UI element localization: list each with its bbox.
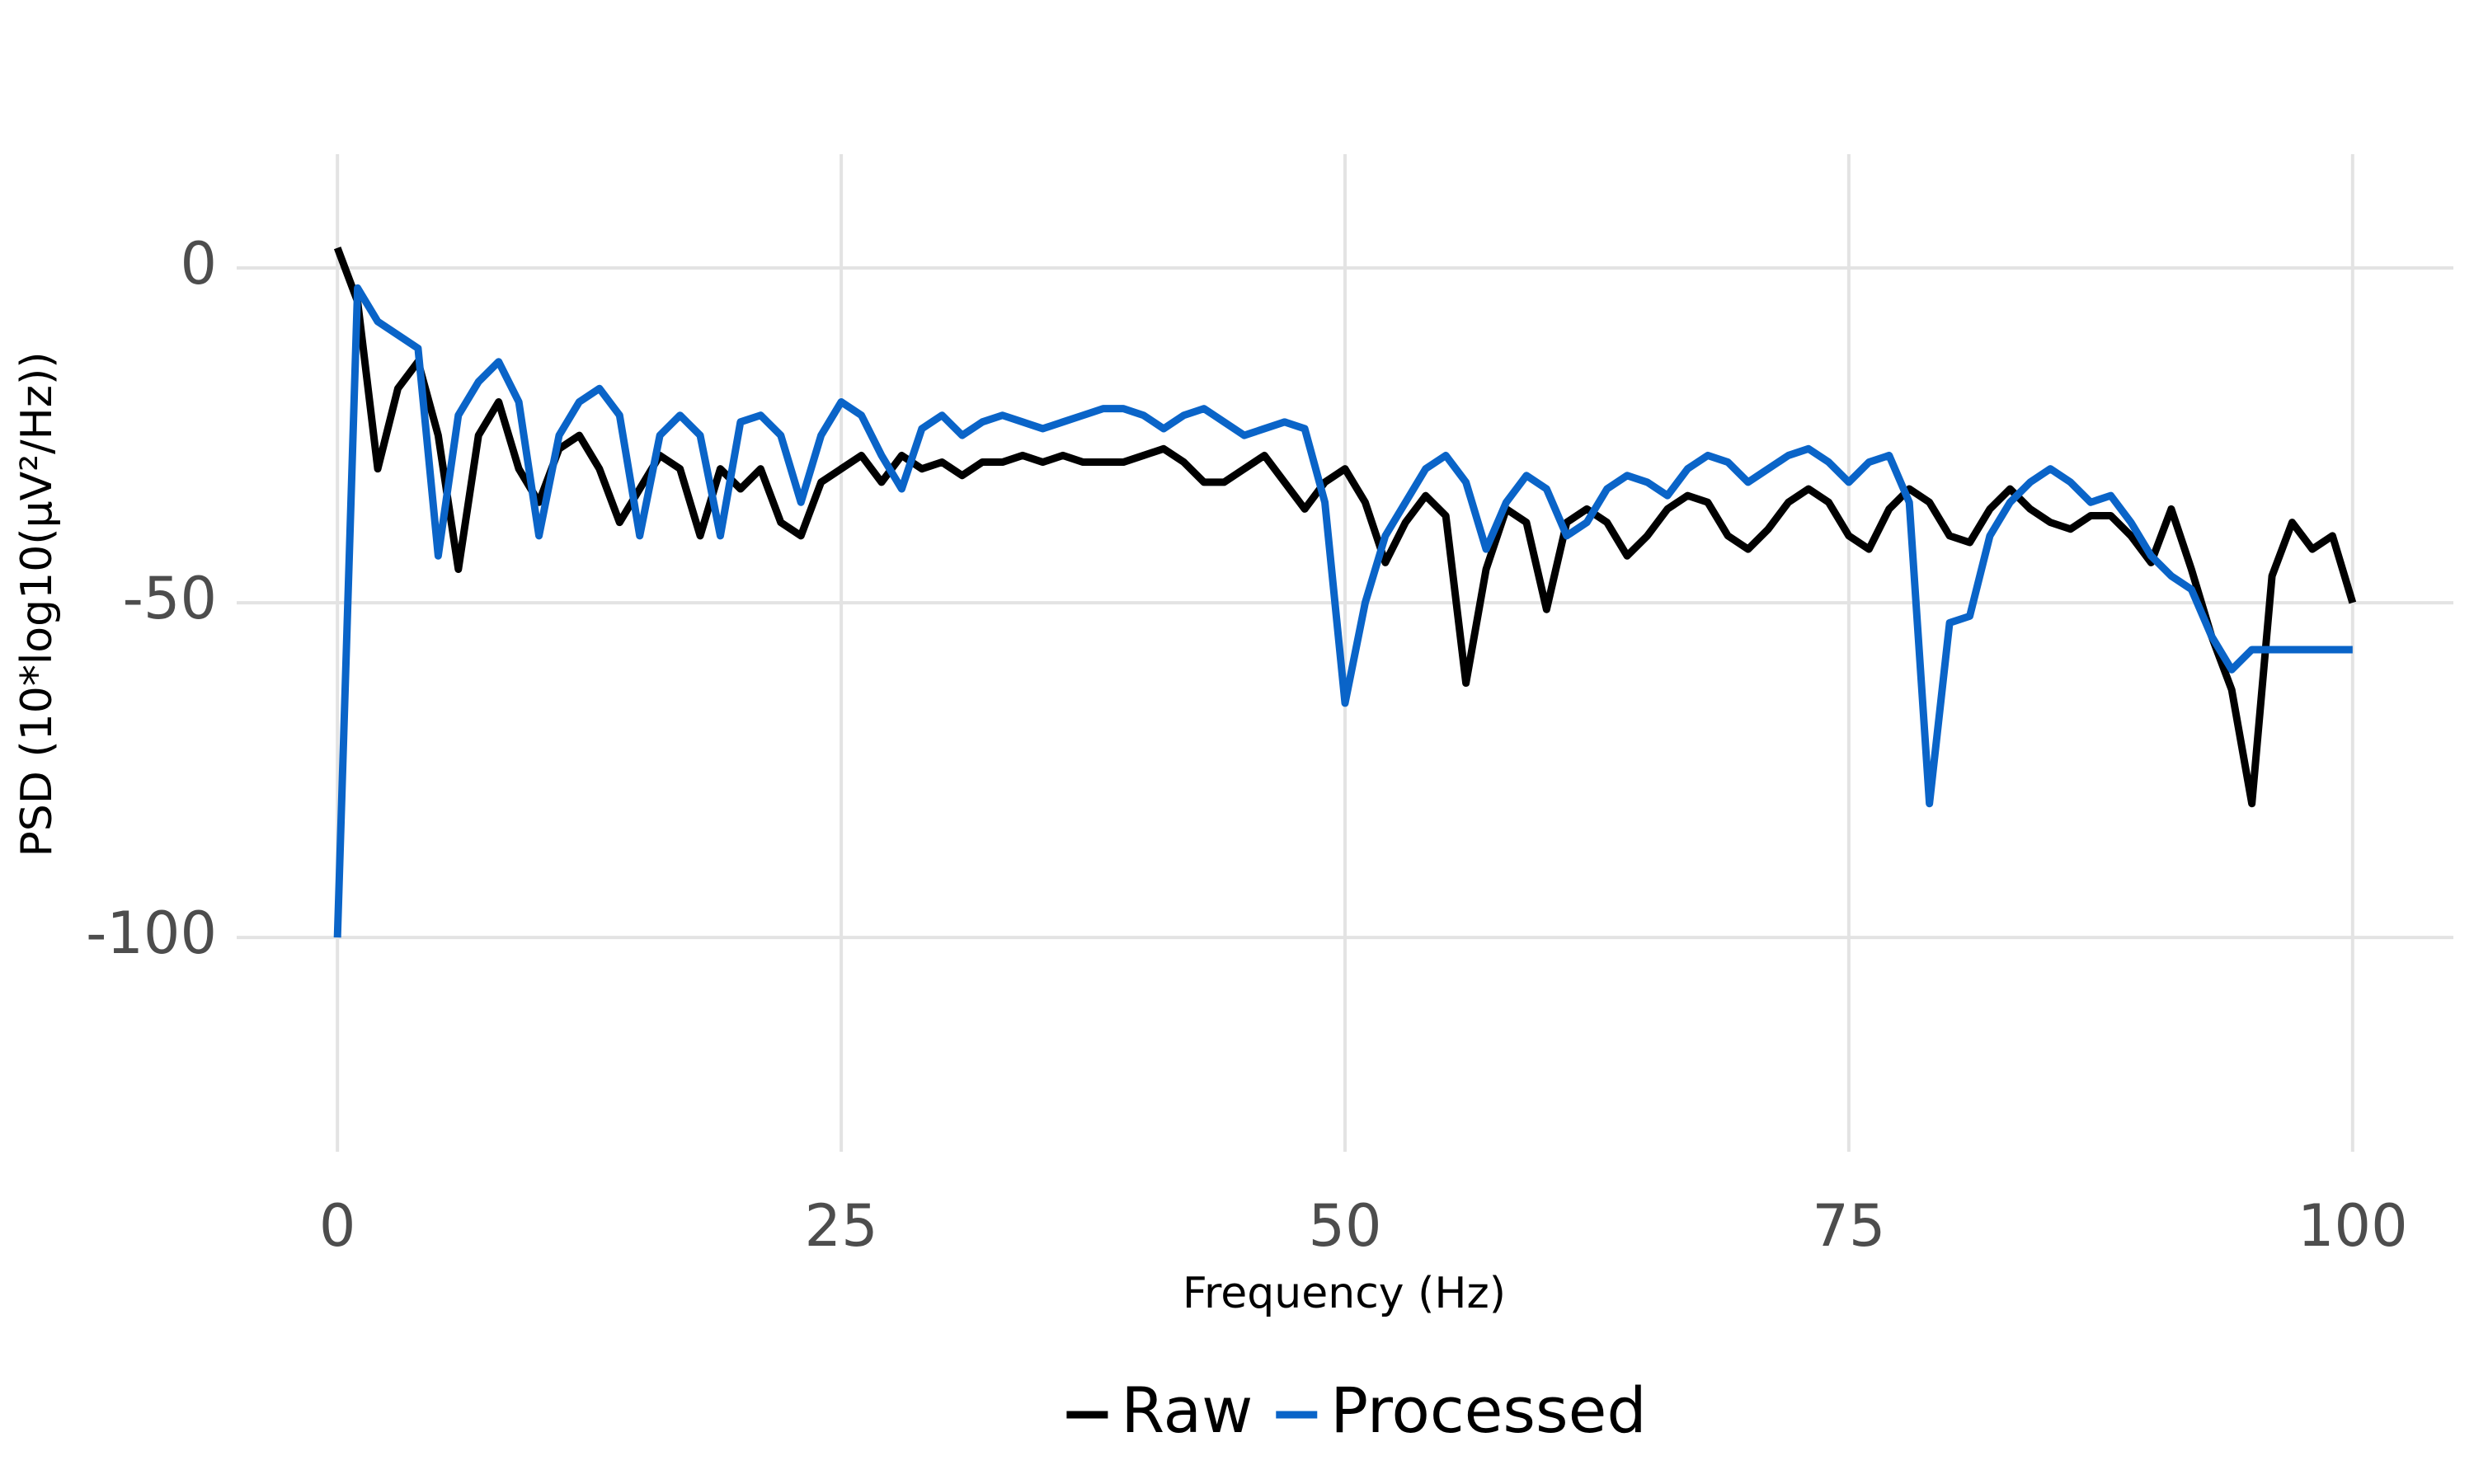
x-tick-label: 25 — [805, 1192, 878, 1260]
legend-label: Raw — [1121, 1374, 1253, 1447]
x-tick-label: 0 — [319, 1192, 356, 1260]
y-tick-label: -100 — [86, 899, 217, 967]
legend: Raw Processed — [1066, 1374, 1647, 1447]
x-tick-label: 75 — [1812, 1192, 1885, 1260]
grid — [237, 154, 2453, 1152]
x-axis-title: Frequency (Hz) — [1183, 1269, 1506, 1318]
x-tick-label: 50 — [1308, 1192, 1381, 1260]
x-tick-label: 100 — [2298, 1192, 2408, 1260]
y-tick-label: 0 — [180, 230, 217, 298]
series-line — [333, 284, 2353, 938]
legend-label: Processed — [1330, 1374, 1646, 1447]
y-axis-title: PSD (10*log10(µV²/Hz)) — [12, 351, 62, 857]
y-tick-label: -50 — [123, 565, 217, 632]
